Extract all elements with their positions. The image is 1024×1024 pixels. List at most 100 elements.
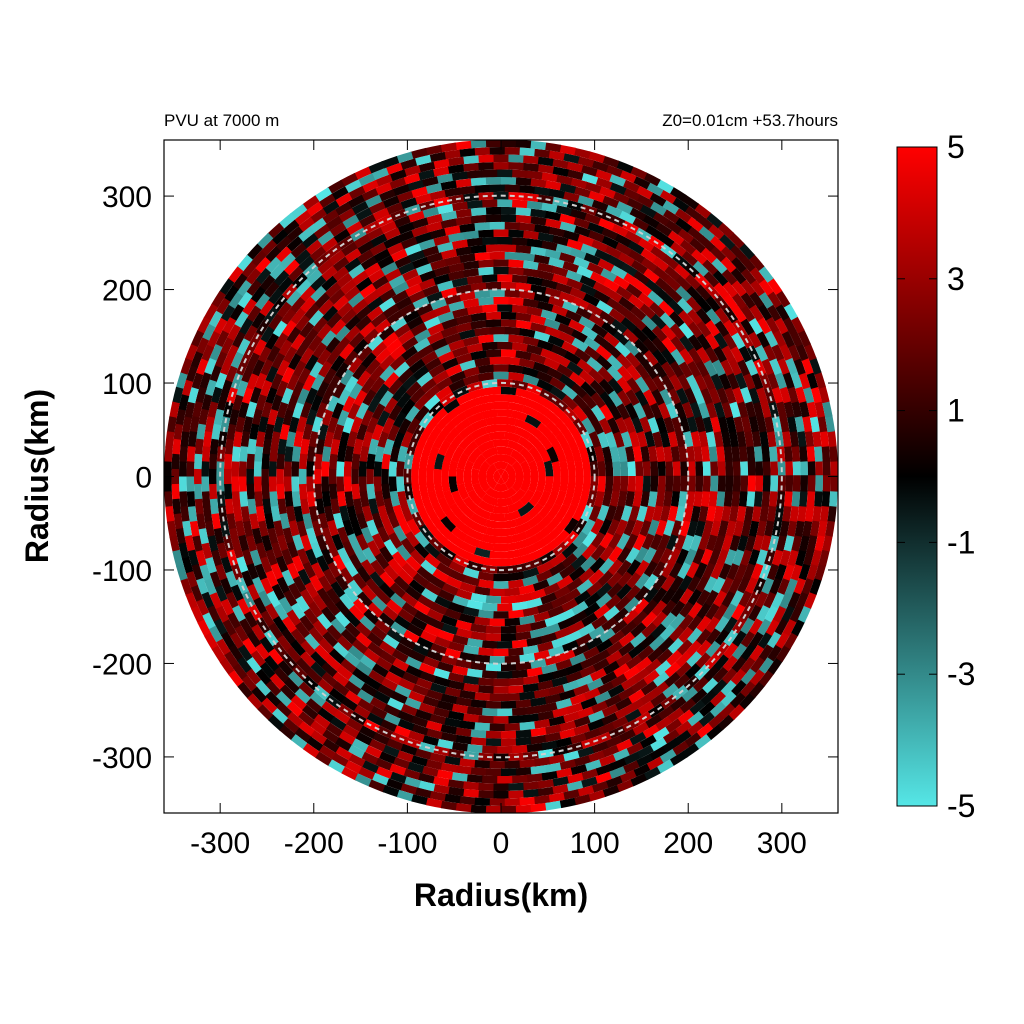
field-cell [477, 364, 494, 374]
field-cell [576, 358, 594, 374]
field-cell [716, 548, 729, 566]
field-cell [399, 158, 418, 171]
field-cell [581, 736, 599, 749]
field-cell [224, 498, 235, 516]
field-cell [318, 637, 335, 655]
field-cell [725, 460, 734, 477]
field-cell [352, 573, 368, 590]
field-cell [353, 546, 368, 564]
field-cell [605, 431, 617, 448]
field-cell [241, 675, 258, 693]
field-cell [336, 491, 347, 508]
field-cell [747, 460, 756, 477]
field-cell [732, 629, 748, 647]
field-cell [519, 796, 537, 806]
field-cell [184, 535, 196, 553]
field-cell [705, 401, 718, 419]
field-cell [685, 445, 696, 462]
field-cell [551, 460, 561, 477]
y-tick-label: -200 [92, 648, 152, 681]
field-cell [413, 337, 431, 353]
field-cell [383, 498, 395, 515]
field-cell [522, 268, 540, 278]
field-cell [404, 737, 423, 750]
field-cell [260, 556, 273, 574]
field-cell [417, 161, 436, 173]
y-tick-label: -100 [92, 555, 152, 588]
field-cell [555, 174, 573, 186]
field-cell [678, 613, 695, 631]
field-cell [567, 772, 585, 784]
field-cell [791, 400, 803, 418]
field-cell [451, 703, 469, 714]
field-cell [186, 461, 195, 478]
field-cell [254, 446, 264, 463]
field-cell [423, 316, 441, 330]
field-cell [755, 475, 764, 492]
field-cell [360, 377, 376, 395]
field-cell [500, 319, 517, 328]
field-cell [411, 476, 420, 493]
field-cell [253, 476, 262, 493]
field-cell [264, 513, 275, 531]
field-cell [708, 445, 718, 462]
field-cell [572, 217, 590, 230]
field-cell [612, 460, 621, 477]
field-cell [322, 729, 340, 745]
field-cell [436, 241, 454, 253]
field-cell [606, 582, 624, 599]
field-cell [666, 533, 679, 551]
field-cell [310, 720, 328, 737]
field-cell [396, 222, 415, 235]
field-cell [251, 686, 268, 704]
field-cell [424, 581, 442, 596]
field-cell [584, 727, 602, 740]
field-cell [352, 338, 369, 356]
field-cell [424, 183, 443, 195]
field-cell [195, 358, 209, 377]
colorbar-tick-label: -3 [947, 656, 975, 692]
field-cell [334, 362, 350, 380]
field-cell [271, 229, 289, 246]
field-cell [537, 490, 551, 508]
field-cell [548, 715, 566, 727]
field-cell [353, 704, 372, 720]
field-cell [628, 207, 647, 222]
field-cell [232, 663, 249, 681]
field-cell [636, 753, 655, 768]
field-cell [742, 372, 756, 390]
field-cell [437, 738, 455, 750]
field-cell [331, 533, 345, 552]
field-cell [292, 575, 307, 594]
field-cell [406, 438, 419, 456]
field-cell [300, 401, 313, 419]
field-cell [588, 312, 606, 328]
field-cell [767, 656, 783, 675]
field-cell [334, 192, 353, 208]
field-cell [231, 491, 241, 508]
field-cell [705, 307, 721, 325]
field-cell [316, 259, 334, 276]
field-cell [650, 460, 659, 477]
field-cell [605, 734, 624, 749]
field-cell [403, 243, 422, 257]
field-cell [398, 518, 412, 536]
field-cell [581, 768, 600, 780]
field-cell [553, 407, 570, 424]
field-cell [456, 468, 465, 485]
field-cell [456, 483, 470, 501]
field-cell [366, 712, 385, 727]
field-cell [350, 416, 363, 434]
field-cell [525, 382, 543, 396]
field-cell [332, 671, 350, 688]
field-cell [515, 729, 533, 739]
field-cell [455, 727, 473, 737]
field-cell [427, 322, 445, 336]
field-cell [782, 316, 797, 334]
field-cell [544, 409, 561, 425]
field-cell [312, 620, 329, 637]
field-cell [512, 707, 529, 716]
field-cell [661, 587, 677, 605]
field-cell [324, 336, 341, 354]
field-cell [525, 238, 543, 248]
